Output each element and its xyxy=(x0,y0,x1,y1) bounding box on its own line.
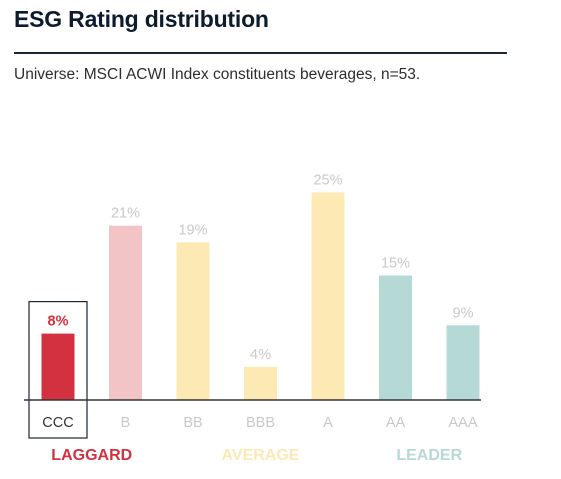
value-label-aaa: 9% xyxy=(453,305,474,321)
bar-b xyxy=(109,225,142,400)
chart-title: ESG Rating distribution xyxy=(14,6,269,32)
value-label-bbb: 4% xyxy=(250,347,271,363)
tick-label-b: B xyxy=(121,415,131,431)
value-label-a: 25% xyxy=(313,173,342,189)
bar-aa xyxy=(379,275,412,400)
bar-bb xyxy=(176,242,210,400)
tick-label-bbb: BBB xyxy=(246,415,275,431)
group-label-average: AVERAGE xyxy=(222,447,300,464)
highlight-box xyxy=(28,301,88,439)
value-label-ccc: 8% xyxy=(48,314,69,330)
group-label-laggard: LAGGARD xyxy=(51,447,132,464)
bar-ccc xyxy=(41,333,75,400)
tick-label-a: A xyxy=(323,415,333,431)
value-label-aa: 15% xyxy=(381,256,410,272)
bar-a xyxy=(311,192,345,400)
value-label-b: 21% xyxy=(111,206,140,222)
bar-aaa xyxy=(446,325,480,400)
tick-label-aaa: AAA xyxy=(448,415,477,431)
title-divider xyxy=(14,52,507,54)
tick-label-bb: BB xyxy=(183,415,202,431)
tick-label-aa: AA xyxy=(386,415,406,431)
bar-bbb xyxy=(244,366,277,400)
value-label-bb: 19% xyxy=(178,222,207,238)
group-label-leader: LEADER xyxy=(396,447,462,464)
tick-label-ccc: CCC xyxy=(42,415,73,431)
chart-subtitle: Universe: MSCI ACWI Index constituents b… xyxy=(14,66,421,83)
